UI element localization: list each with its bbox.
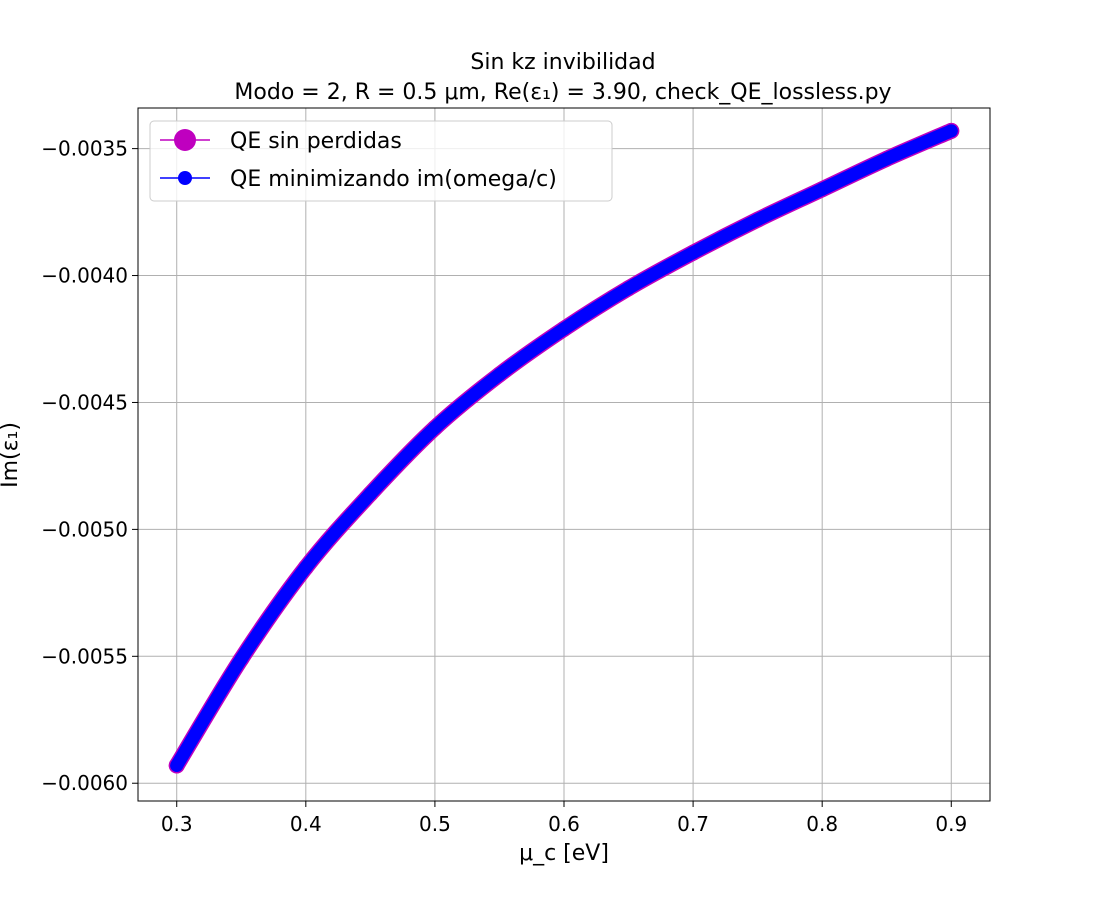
y-tick-label: −0.0060 (41, 771, 128, 795)
data-point (428, 421, 442, 435)
legend-label-qe-sin-perdidas: QE sin perdidas (230, 129, 402, 154)
data-point (815, 182, 829, 196)
data-point (363, 487, 377, 501)
x-tick-label: 0.4 (290, 812, 322, 836)
data-point (234, 652, 248, 666)
data-point (299, 560, 313, 574)
chart-title: Sin kz invibilidad (470, 50, 655, 75)
axis-ticks: 0.3 0.4 0.5 0.6 0.7 0.8 0.9 −0.0035 −0.0040 −0.00… (41, 137, 967, 836)
data-point (880, 152, 894, 166)
series-1 (170, 124, 958, 772)
y-tick-label: −0.0045 (41, 390, 128, 414)
data-point (170, 758, 184, 772)
y-tick-label: −0.0040 (41, 264, 128, 288)
legend-marker-qe-sin-perdidas (174, 129, 196, 151)
x-tick-label: 0.3 (161, 812, 193, 836)
y-tick-label: −0.0055 (41, 644, 128, 668)
data-point (622, 281, 636, 295)
x-tick-label: 0.5 (419, 812, 451, 836)
y-tick-label: −0.0035 (41, 137, 128, 161)
data-point (686, 246, 700, 260)
legend-box (149, 120, 613, 202)
legend-marker-qe-minimizando (178, 171, 192, 185)
x-tick-label: 0.6 (548, 812, 580, 836)
x-axis-label: μ_c [eV] (519, 841, 609, 866)
data-point (944, 124, 958, 138)
data-point (557, 322, 571, 336)
chart-subtitle: Modo = 2, R = 0.5 μm, Re(ε₁) = 3.90, che… (234, 80, 891, 105)
x-tick-label: 0.7 (677, 812, 709, 836)
series-layer (168, 122, 960, 774)
data-point (751, 213, 765, 227)
y-tick-label: −0.0050 (41, 517, 128, 541)
legend: QE sin perdidas QE minimizando im(omega/… (149, 120, 613, 202)
legend-label-qe-minimizando: QE minimizando im(omega/c) (230, 167, 557, 192)
y-axis-label: Im(ε₁) (0, 422, 23, 488)
x-tick-label: 0.8 (806, 812, 838, 836)
data-point (492, 368, 506, 382)
x-tick-label: 0.9 (935, 812, 967, 836)
